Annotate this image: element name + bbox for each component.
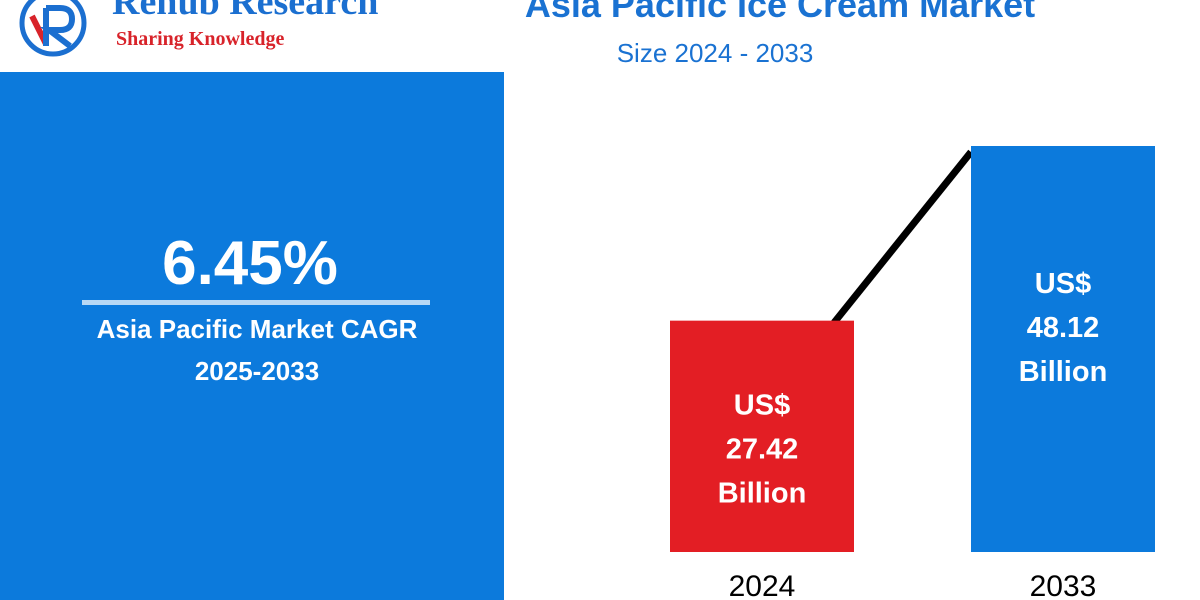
x-tick-label: 2033 [1030,570,1097,600]
cagr-divider [82,300,430,305]
brand-tagline: Sharing Knowledge [116,28,285,50]
bar-value-label: US$ [1035,268,1091,300]
bar-value-label: 27.42 [726,433,799,465]
bar-value-label: Billion [1019,356,1108,388]
bar-value-label: 48.12 [1027,312,1100,344]
bar-value-label: US$ [734,389,790,421]
chart-title: Asia Pacific Ice Cream Market [524,0,1036,25]
bar-2033 [971,146,1155,552]
cagr-label: Asia Pacific Market CAGR [96,314,418,344]
brand-name: Renub Research [112,0,379,23]
chart-subtitle: Size 2024 - 2033 [616,38,814,68]
x-tick-label: 2024 [729,570,796,600]
trend-line [831,149,974,325]
cagr-value: 6.45% [162,229,338,298]
cagr-panel: 6.45% Asia Pacific Market CAGR 2025-2033 [0,72,504,600]
bar-2024 [670,320,854,552]
renub-research-logo: Renub Research Sharing Knowledge [16,0,396,66]
renub-logo-icon [19,0,87,57]
cagr-period: 2025-2033 [194,356,320,386]
bar-value-label: Billion [718,477,807,509]
